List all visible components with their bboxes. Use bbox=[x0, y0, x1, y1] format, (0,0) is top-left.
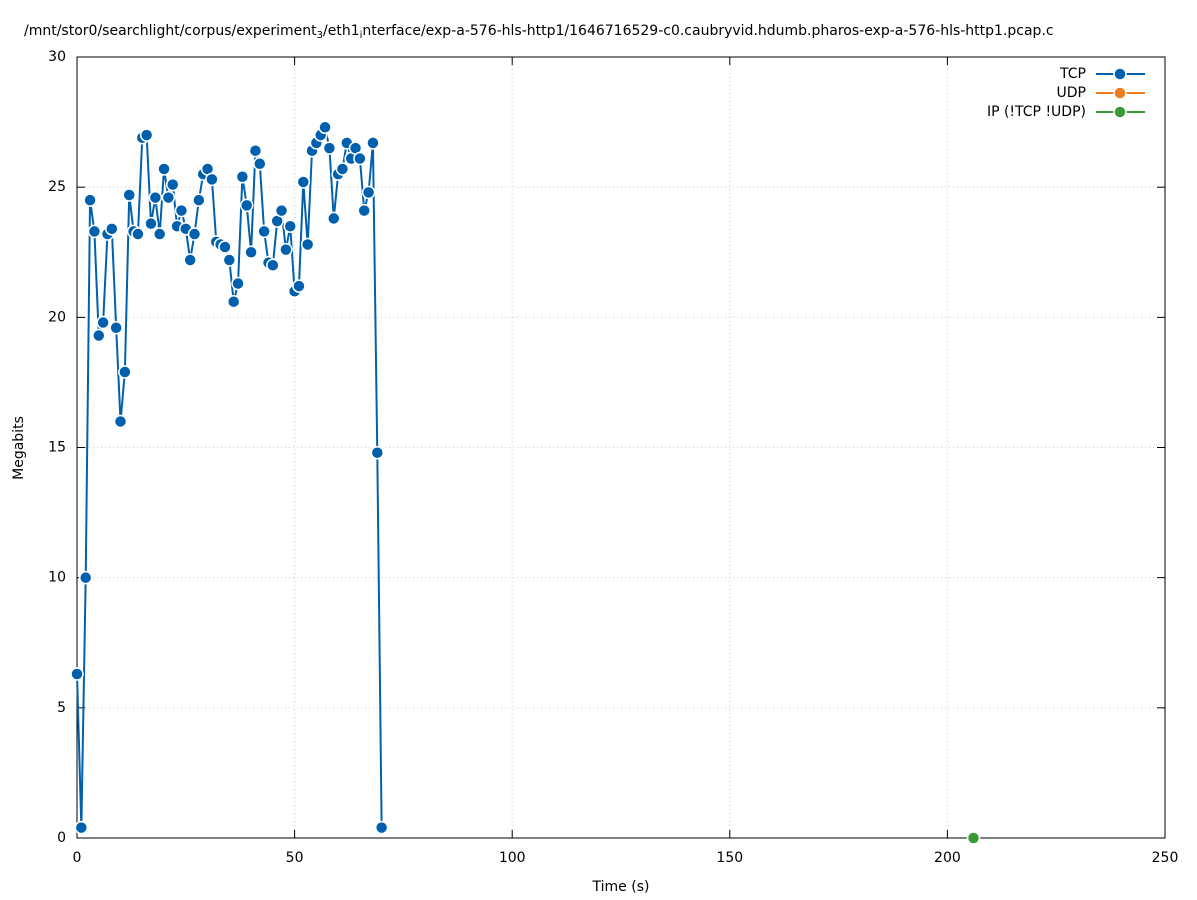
data-point bbox=[205, 172, 219, 187]
data-point bbox=[318, 120, 332, 135]
title-part: i bbox=[360, 30, 363, 41]
series-line bbox=[76, 124, 383, 828]
legend-marker bbox=[1113, 67, 1127, 81]
y-tick-label: 30 bbox=[48, 49, 66, 65]
y-tick-label: 5 bbox=[57, 700, 66, 716]
data-point bbox=[78, 570, 93, 585]
data-point bbox=[165, 177, 180, 192]
data-point bbox=[92, 328, 106, 343]
chart-title: /mnt/stor0/searchlight/corpus/experiment… bbox=[24, 23, 1054, 41]
y-tick-label: 15 bbox=[48, 440, 66, 456]
data-point bbox=[113, 414, 128, 429]
plot-border bbox=[76, 56, 1166, 839]
data-point bbox=[966, 831, 981, 845]
data-point bbox=[192, 193, 206, 207]
data-point bbox=[148, 190, 163, 205]
data-point bbox=[87, 224, 102, 239]
data-point bbox=[296, 175, 311, 189]
data-point bbox=[74, 820, 89, 835]
x-axis-label: Time (s) bbox=[592, 879, 650, 895]
data-point bbox=[292, 279, 306, 293]
data-point bbox=[335, 162, 350, 176]
data-point bbox=[70, 667, 84, 681]
data-point bbox=[300, 237, 315, 252]
data-point bbox=[248, 143, 263, 158]
data-point bbox=[152, 227, 167, 241]
data-point bbox=[183, 253, 197, 267]
x-tick-label: 50 bbox=[286, 850, 304, 866]
y-axis-label: Megabits bbox=[11, 416, 27, 480]
data-point bbox=[139, 128, 154, 142]
x-tick-label: 250 bbox=[1152, 850, 1179, 866]
data-point bbox=[366, 136, 380, 150]
data-point bbox=[374, 820, 389, 835]
data-point bbox=[157, 162, 171, 176]
legend-label: UDP bbox=[1057, 85, 1086, 101]
x-tick-label: 100 bbox=[499, 850, 526, 866]
title-part: /mnt/stor0/searchlight/corpus/experiment bbox=[24, 23, 317, 39]
data-point bbox=[226, 294, 241, 309]
data-point bbox=[322, 141, 337, 155]
data-point bbox=[274, 203, 289, 218]
x-tick-label: 150 bbox=[716, 850, 743, 866]
title-part: /eth1 bbox=[323, 23, 360, 39]
data-point bbox=[222, 253, 237, 267]
data-point bbox=[257, 224, 271, 239]
data-point bbox=[370, 445, 385, 460]
data-point bbox=[244, 245, 258, 259]
data-point bbox=[231, 276, 245, 291]
legend-label: IP (!TCP !UDP) bbox=[987, 104, 1086, 120]
data-point bbox=[327, 211, 341, 226]
data-point bbox=[218, 240, 232, 254]
data-point bbox=[96, 315, 110, 330]
data-point bbox=[131, 227, 145, 241]
data-point bbox=[118, 365, 132, 379]
legend-marker bbox=[1113, 86, 1127, 100]
data-point bbox=[144, 216, 158, 231]
legend-marker bbox=[1113, 105, 1127, 119]
data-point bbox=[105, 222, 119, 236]
data-point bbox=[187, 227, 202, 241]
y-tick-label: 10 bbox=[48, 570, 66, 586]
y-tick-label: 25 bbox=[48, 179, 66, 195]
y-tick-label: 20 bbox=[48, 309, 66, 325]
data-point bbox=[283, 219, 297, 233]
title-part: 3 bbox=[317, 30, 323, 41]
data-point bbox=[83, 193, 97, 207]
data-point bbox=[279, 242, 293, 257]
data-point bbox=[353, 151, 367, 166]
data-point bbox=[253, 156, 267, 171]
title-part: nterface/exp-a-576-hls-http1/1646716529-… bbox=[362, 23, 1053, 39]
x-tick-label: 0 bbox=[73, 850, 82, 866]
data-point bbox=[109, 320, 123, 335]
x-tick-label: 200 bbox=[934, 850, 961, 866]
data-point bbox=[161, 190, 176, 205]
data-point bbox=[122, 188, 136, 202]
data-point bbox=[235, 170, 250, 184]
data-point bbox=[361, 185, 376, 200]
data-point bbox=[266, 258, 280, 273]
data-point bbox=[239, 198, 254, 213]
legend-label: TCP bbox=[1059, 66, 1086, 82]
data-point bbox=[357, 203, 371, 218]
y-tick-label: 0 bbox=[57, 830, 66, 846]
data-point bbox=[174, 203, 189, 218]
